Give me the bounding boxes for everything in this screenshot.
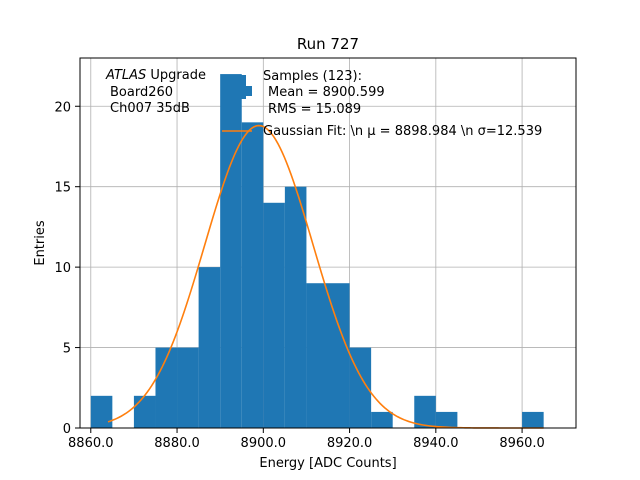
histogram-bar-5 (198, 267, 221, 428)
atlas-word: ATLAS (105, 68, 146, 83)
y-tick-label-4: 20 (54, 100, 71, 115)
y-tick-label-1: 5 (63, 342, 71, 357)
histogram-bar-2 (133, 395, 156, 428)
y-axis-ticks: 0 5 10 15 20 (54, 100, 80, 437)
histogram-bar-12 (349, 347, 372, 428)
histogram-bar-16 (435, 411, 458, 428)
x-axis-ticks: 8860.0 8880.0 8900.0 8920.0 8940.0 8960.0 (68, 428, 545, 451)
histogram-bar-4 (177, 347, 199, 428)
x-axis-label: Energy [ADC Counts] (259, 456, 396, 471)
y-tick-label-0: 0 (63, 422, 71, 437)
x-tick-label-0: 8860.0 (68, 436, 114, 451)
histogram-bar-20 (522, 411, 544, 428)
atlas-upgrade-word: Upgrade (146, 68, 206, 83)
histogram-bar-15 (414, 395, 436, 428)
histogram-bar-9 (284, 186, 307, 428)
histogram-bar-6 (220, 74, 242, 428)
x-tick-label-2: 8900.0 (241, 436, 287, 451)
board-label: Board260 (110, 85, 173, 100)
histogram-bar-3 (155, 347, 178, 428)
y-tick-label-3: 15 (54, 181, 71, 196)
x-tick-label-1: 8880.0 (154, 436, 200, 451)
legend: Samples (123): Mean = 8900.599 RMS = 15.… (222, 69, 542, 139)
legend-fit-label: Gaussian Fit: \n μ = 8898.984 \n σ=12.53… (263, 124, 542, 139)
histogram-bar-8 (263, 202, 285, 428)
histogram-bar-10 (306, 283, 328, 428)
histogram-bar-7 (241, 122, 264, 428)
legend-mean: Mean = 8900.599 (268, 85, 385, 100)
y-axis-label: Entries (33, 220, 48, 266)
histogram-bar-11 (328, 283, 350, 428)
x-tick-label-3: 8920.0 (327, 436, 373, 451)
atlas-label: ATLAS Upgrade (105, 68, 206, 83)
channel-label: Ch007 35dB (110, 101, 190, 116)
histogram-bar-13 (371, 411, 393, 428)
y-tick-label-2: 10 (54, 261, 71, 276)
histogram-bars (90, 74, 544, 428)
chart-title: Run 727 (297, 35, 359, 53)
plot-area-frame (79, 57, 577, 429)
histogram-bar-0 (90, 395, 113, 428)
x-tick-label-5: 8960.0 (499, 436, 545, 451)
x-tick-label-4: 8940.0 (413, 436, 459, 451)
legend-rms: RMS = 15.089 (268, 102, 361, 117)
legend-samples-title: Samples (123): (263, 69, 362, 84)
legend-samples-swatch-band (224, 86, 252, 96)
